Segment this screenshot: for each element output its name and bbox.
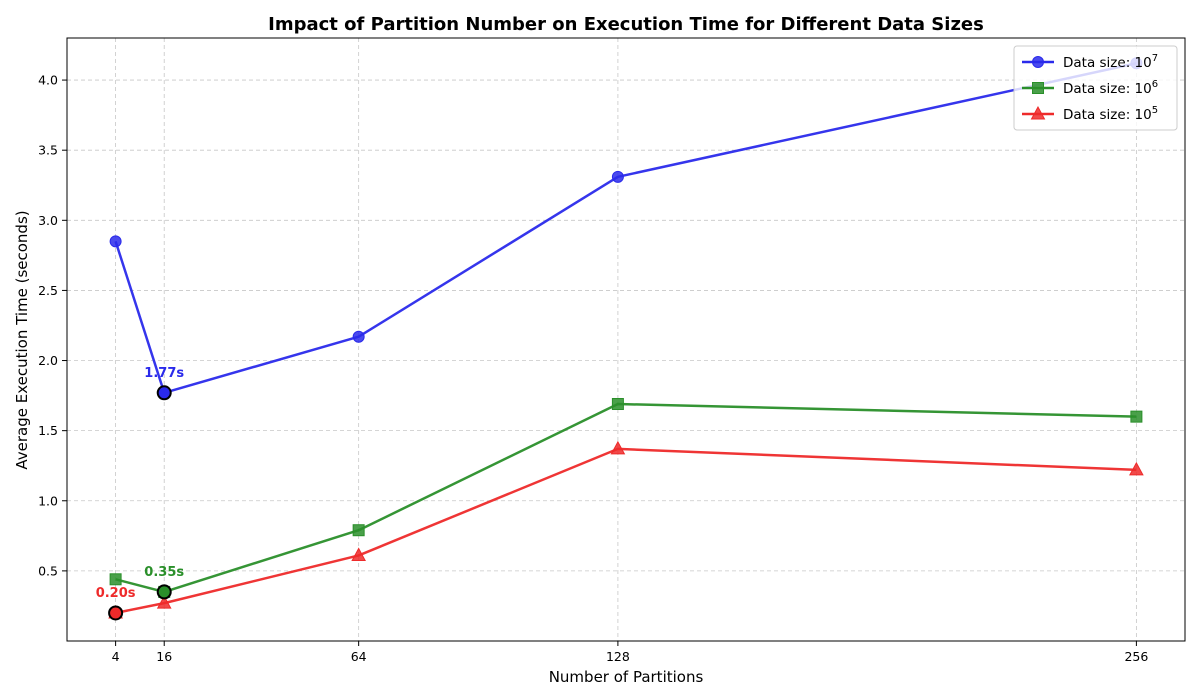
legend-label: Data size: 107 [1063, 53, 1158, 71]
x-tick-label: 16 [156, 649, 172, 664]
x-tick-label: 4 [112, 649, 120, 664]
data-point [352, 330, 365, 343]
data-point [109, 235, 122, 248]
data-point [610, 440, 626, 455]
best-point-label: 0.35s [144, 565, 184, 580]
data-point [352, 524, 365, 537]
plot-area-frame [66, 37, 1186, 642]
best-point-label: 0.20s [96, 586, 136, 601]
legend-label: Data size: 106 [1063, 79, 1158, 97]
series-3 [108, 440, 1144, 619]
y-tick-label: 3.5 [38, 143, 58, 158]
data-point [1130, 410, 1143, 423]
x-tick-label: 128 [606, 649, 630, 664]
x-tick-label: 64 [351, 649, 367, 664]
data-point [109, 573, 122, 586]
legend-item: Data size: 105 [1022, 105, 1158, 123]
legend-swatch-marker [1032, 56, 1044, 68]
y-axis-label: Average Execution Time (seconds) [13, 210, 31, 469]
best-point-marker [156, 385, 172, 401]
best-point-marker [156, 584, 172, 600]
series-group [108, 57, 1144, 619]
legend-item: Data size: 106 [1022, 79, 1158, 97]
y-tick-label: 4.0 [38, 73, 58, 88]
series-line [114, 62, 1137, 395]
x-axis-label: Number of Partitions [549, 668, 704, 686]
x-tick-label: 256 [1124, 649, 1148, 664]
data-point [156, 595, 172, 609]
y-tick-label: 2.5 [38, 283, 58, 298]
legend-label: Data size: 105 [1063, 105, 1158, 123]
legend-swatch-marker [1030, 105, 1046, 120]
best-point-marker [108, 605, 124, 621]
data-point [1129, 461, 1144, 476]
annotations: 1.77s 0.35s 0.20s [96, 366, 184, 621]
legend-box [1013, 45, 1178, 131]
y-tick-label: 1.0 [38, 493, 58, 508]
series-2 [109, 398, 1143, 598]
legend-swatch-marker [1032, 82, 1044, 94]
legend: Data size: 107 Data size: 106 Data size: 1… [1013, 45, 1178, 131]
chart-title: Impact of Partition Number on Execution … [268, 14, 984, 35]
series-line [115, 402, 1137, 594]
data-point [611, 170, 624, 183]
axis-ticks: 4 16 64 128 256 0.5 1.0 1.5 2.0 2.5 3.0 3.5 4.0 [38, 73, 1148, 664]
y-tick-label: 2.0 [38, 353, 58, 368]
grid [67, 38, 1185, 641]
legend-item: Data size: 107 [1022, 53, 1158, 71]
y-tick-label: 1.5 [38, 423, 58, 438]
best-point-label: 1.77s [144, 366, 184, 381]
y-tick-label: 0.5 [38, 563, 58, 578]
series-line [115, 447, 1137, 615]
series-1 [109, 57, 1143, 399]
data-point [611, 398, 624, 411]
y-tick-label: 3.0 [38, 213, 58, 228]
data-point [351, 547, 366, 561]
